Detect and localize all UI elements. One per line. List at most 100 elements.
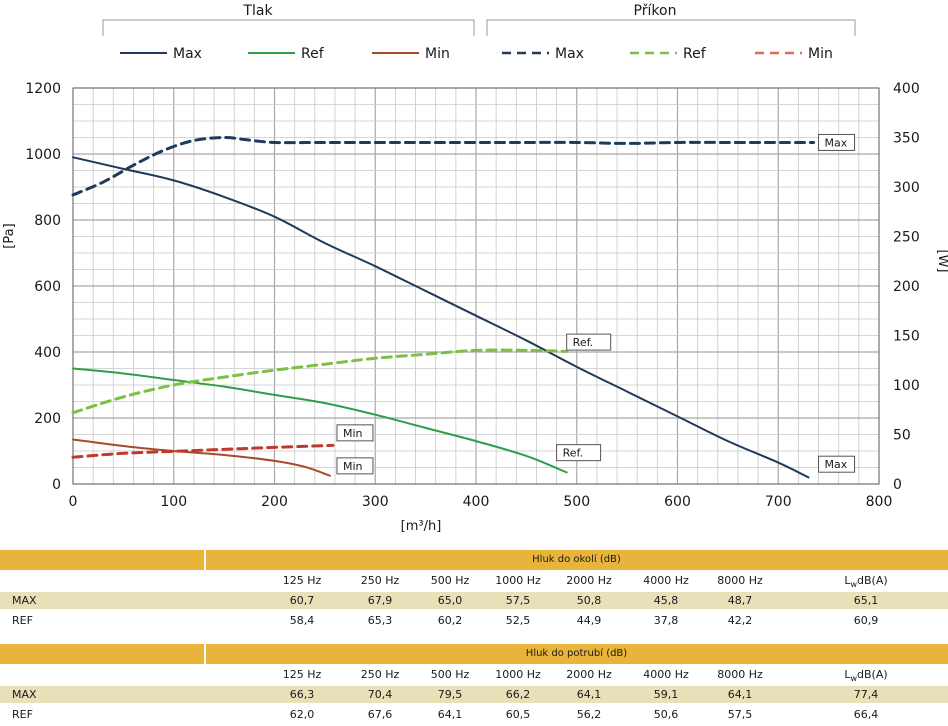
- fan-performance-chart: Tlak Příkon Max Ref Min Max Ref Min 0 100 200 300 4…: [2, 3, 948, 534]
- grid: [72, 87, 880, 485]
- y2-tick-label: 350: [893, 131, 920, 147]
- table-row: MAX 60,7 67,9 65,0 57,5 50,8 45,8 48,7 65,1: [0, 592, 948, 609]
- legend-label: Ref: [301, 46, 325, 62]
- table-header-cell: 2000 Hz: [566, 574, 612, 587]
- total-header-sub: w: [850, 580, 858, 590]
- legend-label: Max: [173, 46, 202, 62]
- table-cell: 64,1: [727, 688, 753, 701]
- y2-tick-label: 150: [893, 329, 920, 345]
- legend-label: Min: [808, 46, 833, 62]
- table-band-left: [0, 644, 204, 664]
- annotation-box: [336, 424, 374, 442]
- legend-bracket-pressure: [102, 19, 475, 36]
- total-header-unit: dB(A): [857, 668, 888, 681]
- total-header-main: L: [844, 668, 851, 681]
- series-line-p_ref: [72, 367, 568, 474]
- x-tick-label: 300: [362, 494, 389, 510]
- table-cell: 42,2: [727, 614, 753, 627]
- table-cell: 52,5: [505, 614, 531, 627]
- y-tick-label: 0: [52, 477, 61, 493]
- table-row-label: MAX: [12, 688, 37, 701]
- table-cell: 60,7: [289, 594, 315, 607]
- table-header-cell: 1000 Hz: [495, 668, 541, 681]
- table-header-row: 125 Hz 250 Hz 500 Hz 1000 Hz 2000 Hz 4000 Hz 8…: [0, 666, 948, 683]
- annotation-label: Min: [343, 427, 363, 440]
- table-cell: 62,0: [289, 708, 315, 721]
- legend-group-power: Příkon: [634, 3, 677, 19]
- annotation-label: Ref.: [563, 447, 584, 460]
- table-header-row: 125 Hz 250 Hz 500 Hz 1000 Hz 2000 Hz 4000 Hz 8…: [0, 572, 948, 589]
- x-tick-label: 700: [765, 494, 792, 510]
- table-header-cell: 125 Hz: [282, 574, 322, 587]
- table-cell: 59,1: [653, 688, 679, 701]
- table-total-cell: 66,4: [853, 708, 879, 721]
- legend-bracket-power: [486, 19, 856, 36]
- y-tick-label: 600: [34, 279, 61, 295]
- table-row-label: REF: [12, 708, 33, 721]
- table-cell: 65,0: [437, 594, 463, 607]
- table-row-label: REF: [12, 614, 33, 627]
- table-cell: 48,7: [727, 594, 753, 607]
- y-tick-label: 1000: [25, 147, 61, 163]
- y-tick-label: 400: [34, 345, 61, 361]
- x-tick-label: 0: [69, 494, 78, 510]
- series-line-p_min: [72, 438, 331, 477]
- table-cell: 50,8: [576, 594, 602, 607]
- table-header-cell: 1000 Hz: [495, 574, 541, 587]
- noise-duct-table: Hluk do potrubí (dB) 125 Hz 250 Hz 500 Hz 1…: [0, 644, 948, 726]
- table-cell: 66,3: [289, 688, 315, 701]
- y2-tick-label: 200: [893, 279, 920, 295]
- table-header-cell: 4000 Hz: [643, 668, 689, 681]
- annotation-label: Ref.: [573, 336, 594, 349]
- table-cell: 70,4: [367, 688, 393, 701]
- table-cell: 60,5: [505, 708, 531, 721]
- series: [71, 135, 816, 479]
- table-title: Hluk do potrubí (dB): [525, 648, 628, 659]
- table-header-cell: 250 Hz: [360, 574, 400, 587]
- y2-tick-label: 100: [893, 378, 920, 394]
- total-header-sub: w: [850, 674, 858, 684]
- annotation-box: [556, 444, 602, 462]
- table-header-cell: 500 Hz: [430, 574, 470, 587]
- table-cell: 65,3: [367, 614, 393, 627]
- table-cell: 64,1: [576, 688, 602, 701]
- table-title: Hluk do okolí (dB): [532, 554, 621, 565]
- y-tick-label: 800: [34, 213, 61, 229]
- noise-ambient-table: Hluk do okolí (dB) 125 Hz 250 Hz 500 Hz 100…: [0, 550, 948, 650]
- table-cell: 45,8: [653, 594, 679, 607]
- y2-tick-label: 400: [893, 81, 920, 97]
- table-total-cell: 77,4: [853, 688, 879, 701]
- table-cell: 50,6: [653, 708, 679, 721]
- table-header-cell: 4000 Hz: [643, 574, 689, 587]
- annotation-label: Min: [343, 460, 363, 473]
- annotation-box: [818, 455, 856, 473]
- x-tick-label: 400: [463, 494, 490, 510]
- table-band-right: [206, 550, 948, 570]
- table-total-cell: 65,1: [853, 594, 879, 607]
- y2-tick-label: 300: [893, 180, 920, 196]
- table-band-right: [206, 644, 948, 664]
- x-tick-label: 500: [563, 494, 590, 510]
- table-cell: 56,2: [576, 708, 602, 721]
- table-header-cell: 8000 Hz: [717, 668, 763, 681]
- annotations: Max Max Ref. Ref. Min Min: [336, 133, 856, 475]
- annotation-label: Max: [825, 458, 848, 471]
- table-row: REF 62,0 67,6 64,1 60,5 56,2 50,6 57,5 66,4: [0, 706, 948, 723]
- table-cell: 58,4: [289, 614, 315, 627]
- table-cell: 67,9: [367, 594, 393, 607]
- series-line-p_max: [72, 156, 810, 479]
- table-cell: 66,2: [505, 688, 531, 701]
- x-axis-label: [m³/h]: [401, 519, 442, 534]
- y2-tick-label: 0: [893, 477, 902, 493]
- legend-label: Max: [555, 46, 584, 62]
- annotation-label: Max: [825, 136, 848, 149]
- table-header-total: LwdB(A): [826, 666, 906, 687]
- series-line-w_max: [71, 135, 816, 197]
- annotation-box: [818, 133, 856, 151]
- x-tick-label: 800: [866, 494, 893, 510]
- table-header-cell: 125 Hz: [282, 668, 322, 681]
- table-total-cell: 60,9: [853, 614, 879, 627]
- legend-label: Ref: [683, 46, 707, 62]
- table-cell: 67,6: [367, 708, 393, 721]
- table-row-label: MAX: [12, 594, 37, 607]
